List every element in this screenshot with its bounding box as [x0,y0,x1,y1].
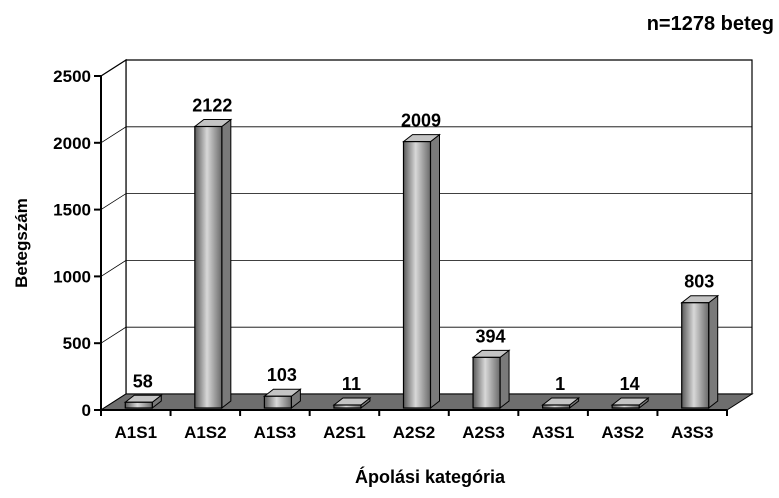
bar-front [333,404,362,409]
gridline [100,326,752,344]
bar [332,396,372,410]
data-label: 803 [684,272,714,292]
y-tick-label: 500 [63,334,91,353]
y-axis-title: Betegszám [12,198,31,288]
y-tick-label: 1500 [53,201,91,220]
bar [193,118,233,410]
bar-front [681,302,710,409]
data-label: 11 [342,374,361,394]
bar-side [221,118,232,410]
x-tick-label: A1S3 [254,423,297,442]
bar-front [124,401,153,409]
bar [610,396,650,410]
side-wall [100,58,127,412]
x-tick-label: A2S3 [462,423,505,442]
x-tick-label: A1S1 [115,423,158,442]
gridline [100,193,752,210]
gridlines [100,59,752,344]
x-axis: A1S1 A1S2 A1S3 A2S1 A2S2 A2S3 A3S1 A3S2 A3S3 [100,409,728,442]
data-label: 2122 [192,96,232,116]
bar-front [542,404,571,409]
data-label: 103 [267,365,297,385]
data-label: 2009 [401,111,441,131]
x-tick-label: A3S2 [601,423,644,442]
y-tick-label: 0 [82,401,91,420]
gridline [100,126,752,144]
bar-side [708,294,719,410]
gridline [100,59,752,77]
bar-front [402,140,432,409]
sample-size-annotation: n=1278 beteg [647,13,774,35]
y-axis: 0 500 1000 1500 2000 2500 [53,67,102,420]
gridline [100,259,752,277]
bar [471,349,511,410]
bar [680,294,720,410]
x-tick-label: A1S2 [184,423,227,442]
data-label: 58 [133,371,153,391]
y-tick-label: 2000 [53,134,91,153]
bar [123,394,163,410]
data-label: 1 [555,374,565,394]
bar-side [499,349,510,410]
bar [402,133,441,410]
x-tick-label: A3S1 [532,423,575,442]
bar-side [430,133,440,410]
y-tick-label: 2500 [53,67,91,86]
x-tick-label: A2S1 [323,423,366,442]
x-tick-label: A2S2 [393,423,436,442]
y-tick-label: 1000 [53,267,91,286]
bar-front [263,395,292,409]
x-tick-label: A3S3 [671,423,714,442]
bar-front [194,125,223,409]
bars [123,118,720,410]
x-axis-title: Ápolási kategória [355,466,506,487]
data-label: 14 [620,374,640,394]
bar-front [611,404,640,409]
bar-front [472,356,501,409]
bar [541,396,581,410]
data-labels: 58 2122 103 11 2009 394 1 14 803 [133,96,714,394]
data-label: 394 [476,326,506,346]
bar [262,388,302,410]
